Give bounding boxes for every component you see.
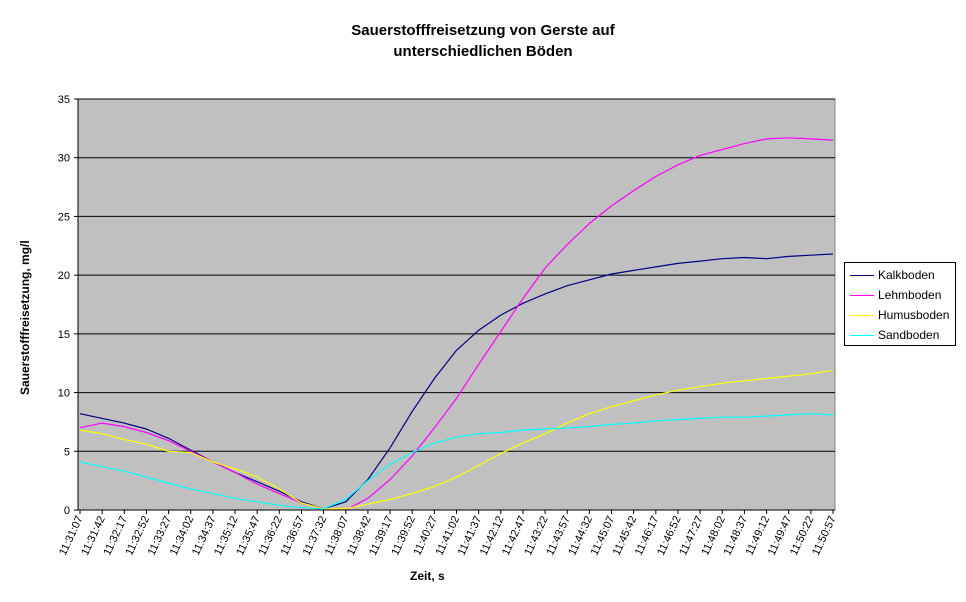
y-tick-label: 20: [58, 270, 70, 282]
x-axis-label: Zeit, s: [410, 569, 445, 583]
legend-label-lehmboden: Lehmboden: [878, 288, 942, 302]
series-lines: [79, 137, 834, 511]
legend-item-kalkboden: Kalkboden: [845, 266, 955, 284]
y-tick-label: 25: [58, 211, 70, 223]
y-axis-label: Sauerstofffreisetzung, mg/l: [18, 240, 32, 395]
y-tick-label: 35: [58, 94, 70, 106]
legend-swatch-humusboden: [850, 315, 874, 316]
legend-label-humusboden: Humusboden: [878, 308, 950, 322]
y-tick-label: 30: [58, 153, 70, 165]
legend-swatch-lehmboden: [850, 295, 874, 296]
chart-title-line-1: Sauerstofffreisetzung von Gerste auf: [351, 22, 615, 39]
legend-swatch-kalkboden: [850, 275, 874, 276]
chart-title-line-2: unterschiedlichen Böden: [393, 43, 573, 60]
y-tick-label: 10: [58, 388, 70, 400]
y-tick-label: 0: [64, 505, 70, 517]
legend-swatch-sandboden: [850, 335, 874, 336]
series-line-humusboden: [79, 369, 834, 510]
x-axis-ticks: 11:31:0711:31:4211:32:1711:32:5211:33:27…: [57, 510, 839, 557]
legend: Kalkboden Lehmboden Humusboden Sandboden: [844, 262, 956, 346]
gridlines: [78, 98, 835, 452]
legend-label-sandboden: Sandboden: [878, 328, 940, 342]
y-axis-ticks: 0 5 10 15 20 25 30 35: [58, 94, 78, 517]
plot-area: [77, 98, 836, 511]
legend-item-humusboden: Humusboden: [845, 306, 955, 324]
legend-item-sandboden: Sandboden: [845, 326, 955, 344]
y-tick-label: 5: [64, 446, 70, 458]
legend-item-lehmboden: Lehmboden: [845, 286, 955, 304]
legend-label-kalkboden: Kalkboden: [878, 268, 935, 282]
y-tick-label: 15: [58, 329, 70, 341]
series-line-sandboden: [79, 413, 834, 510]
